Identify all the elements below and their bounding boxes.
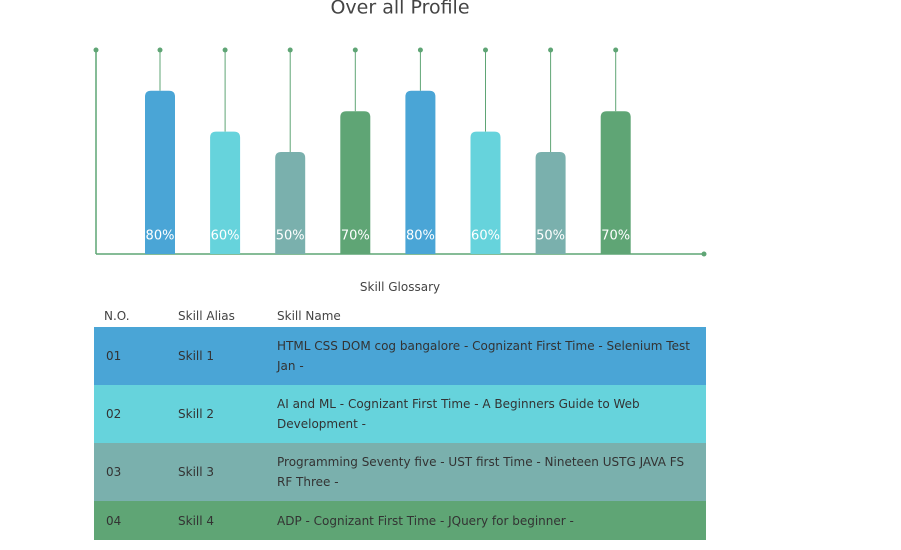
chart: Over all Profile 80% 60% 50% 70% 80% 60% 50% 70… bbox=[93, 0, 707, 257]
bar bbox=[275, 152, 306, 254]
pin-dot bbox=[417, 47, 423, 53]
cell: Skill 3 bbox=[178, 465, 215, 479]
bar bbox=[145, 90, 175, 254]
pin-dot bbox=[483, 47, 488, 53]
glossary-row: 03 Skill 3 Programming Seventy five - UST … bbox=[94, 443, 706, 501]
bar bbox=[210, 131, 241, 254]
pin-dot bbox=[222, 47, 228, 53]
bar bbox=[470, 131, 501, 254]
pin-dot bbox=[613, 47, 619, 53]
cell: Skill 2 bbox=[178, 407, 215, 421]
value-label: 80% bbox=[146, 229, 175, 244]
value-label: 50% bbox=[536, 229, 565, 244]
value-label: 60% bbox=[471, 229, 500, 244]
column-header: Skill Name bbox=[277, 309, 341, 323]
cell: Skill 4 bbox=[178, 513, 215, 528]
glossary-row: 04 Skill 4 ADP - Cognizant First Time - JQ… bbox=[94, 501, 706, 540]
cell: Programming Seventy five - UST first Tim… bbox=[277, 455, 685, 489]
value-label: 50% bbox=[276, 229, 305, 244]
cell: Skill 1 bbox=[178, 349, 215, 363]
glossary-table: N.O. Skill Alias Skill Name 01 Skill 1 HTM… bbox=[94, 305, 706, 540]
cell: 02 bbox=[106, 407, 122, 421]
value-label: 70% bbox=[601, 229, 630, 244]
value-label: 70% bbox=[341, 229, 370, 244]
cell: 01 bbox=[106, 349, 122, 363]
pin-dot bbox=[352, 47, 358, 53]
glossary-title: Skill Glossary bbox=[359, 280, 441, 294]
cell: AI and ML - Cognizant First Time - A Beg… bbox=[277, 397, 640, 431]
bar bbox=[405, 90, 436, 254]
pin-dot bbox=[287, 47, 293, 53]
column-header: Skill Alias bbox=[178, 309, 235, 323]
glossary-row: 02 Skill 2 AI and ML - Cognizant First Tim… bbox=[94, 385, 706, 443]
cell: 04 bbox=[106, 513, 122, 528]
bar bbox=[600, 111, 631, 254]
bar bbox=[340, 111, 371, 254]
pin-dot bbox=[157, 47, 163, 53]
header-row: N.O. Skill Alias Skill Name bbox=[94, 305, 706, 327]
bar bbox=[535, 152, 566, 254]
glossary-row: 01 Skill 1 HTML CSS DOM cog bangalore - Co… bbox=[94, 327, 706, 385]
value-label: 60% bbox=[211, 229, 240, 244]
cell: ADP - Cognizant First Time - JQuery for … bbox=[277, 513, 574, 528]
cell: 03 bbox=[106, 465, 122, 479]
column-header: N.O. bbox=[104, 309, 130, 323]
chart-title: Over all Profile bbox=[330, 0, 469, 19]
value-label: 80% bbox=[406, 229, 435, 244]
cell: HTML CSS DOM cog bangalore - Cognizant F… bbox=[277, 339, 690, 373]
axis-dot bbox=[701, 251, 707, 257]
axis-dot bbox=[93, 47, 99, 53]
pin-dot bbox=[548, 47, 554, 53]
